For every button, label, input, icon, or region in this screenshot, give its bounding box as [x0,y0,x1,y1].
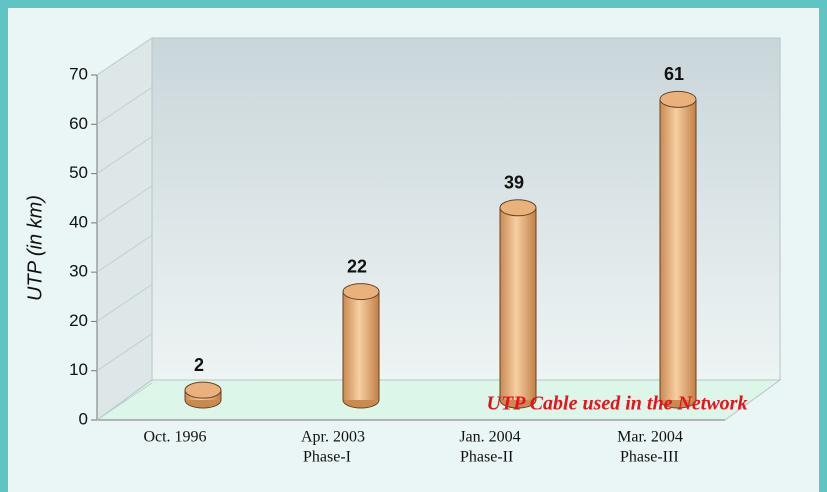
y-tick-label: 40 [69,212,88,231]
grid-line [96,382,153,421]
value-label: 22 [347,256,367,276]
annotation: UTP Cable used in the Network [487,393,748,415]
y-tick-label: 30 [69,262,88,281]
x-tick-label: Jan. 2004 [459,429,520,446]
y-axis-label: UTP (in km) [24,195,46,301]
x-tick-sublabel: Phase-II [460,449,513,466]
value-label: 61 [664,64,684,84]
bar [660,99,696,400]
y-tick-label: 50 [69,163,88,182]
grid-line [96,333,153,372]
side-wall [96,37,153,421]
y-tick-label: 60 [69,114,88,133]
value-label: 2 [194,355,204,375]
cylinder-top [184,381,222,399]
y-tick-label: 20 [69,311,88,330]
y-tick-label: 10 [69,360,88,379]
x-tick-label: Mar. 2004 [617,429,683,446]
grid-line [96,185,153,224]
grid-line [96,37,153,76]
cylinder-top [499,199,537,217]
bar [343,291,379,400]
x-tick-label: Oct. 1996 [143,429,206,446]
grid-line [96,86,153,125]
bar [500,207,536,400]
value-label: 39 [504,173,524,193]
x-tick-label: Apr. 2003 [301,429,365,446]
x-tick-sublabel: Phase-III [620,449,679,466]
grid-line [96,136,153,174]
grid-line [96,284,153,322]
x-tick-sublabel: Phase-I [303,449,351,466]
cylinder-top [659,90,697,108]
y-tick-label: 70 [69,64,88,83]
cylinder-top [342,283,380,301]
y-tick-label: 0 [79,409,88,428]
grid-line [96,234,153,273]
